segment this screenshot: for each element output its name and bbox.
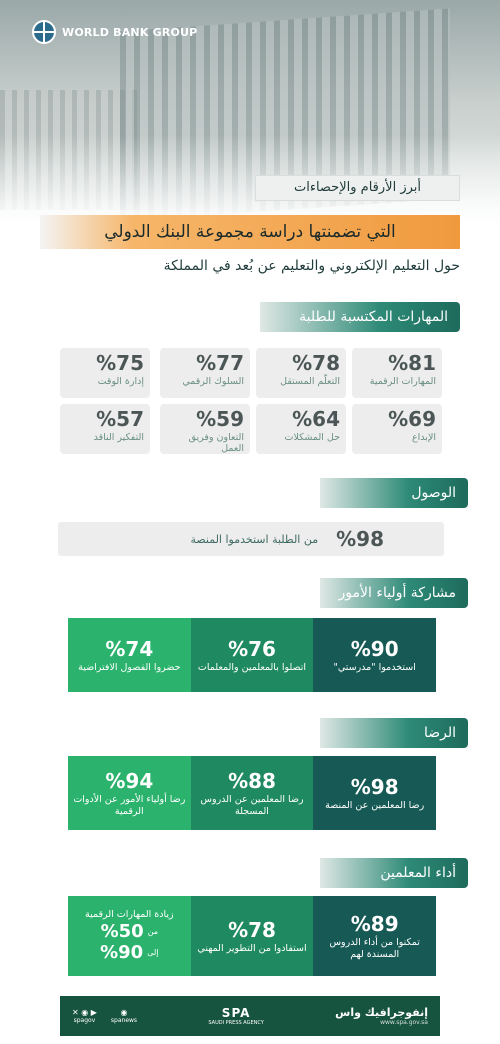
range-to-pct: %90 xyxy=(100,942,144,963)
skill-label: التعاون وفريق العمل xyxy=(188,432,244,454)
footer: ✕ ◉ ▶ spagov ◉ spanews SPA SAUDI PRESS A… xyxy=(60,996,440,1036)
metric-pct: %98 xyxy=(350,775,399,799)
globe-icon xyxy=(32,20,56,44)
metric-label: استخدموا "مدرستي" xyxy=(333,662,416,673)
skill-card: %78 التعلّم المستقل xyxy=(256,348,346,398)
metric-card: %88 رضا المعلمين عن الدروس المسجلة xyxy=(190,756,314,830)
title-main: التي تضمنتها دراسة مجموعة البنك الدولي xyxy=(40,215,460,249)
metric-label: حضروا الفصول الافتراضية xyxy=(78,662,181,673)
skill-pct: %78 xyxy=(292,351,340,375)
reach-row: %98 من الطلبة استخدموا المنصة xyxy=(58,522,444,556)
metric-card: %76 اتصلوا بالمعلمين والمعلمات xyxy=(190,618,314,692)
skill-card: %57 التفكير الناقد xyxy=(60,404,150,454)
reach-heading: الوصول xyxy=(320,478,468,508)
skill-label: المهارات الرقمية xyxy=(369,376,436,387)
range-to-word: إلى xyxy=(147,948,159,957)
skill-pct: %75 xyxy=(96,351,144,375)
skill-pct: %57 xyxy=(96,407,144,431)
skill-card: %59 التعاون وفريق العمل xyxy=(160,404,250,454)
metric-pct: %88 xyxy=(228,769,276,793)
skill-label: الإبداع xyxy=(412,432,436,443)
metric-card: %78 استفادوا من التطوير المهني xyxy=(190,896,314,976)
metric-label: رضا المعلمين عن الدروس المسجلة xyxy=(200,794,304,817)
spa-logo-block: SPA SAUDI PRESS AGENCY xyxy=(208,1006,263,1026)
skill-label: السلوك الرقمي xyxy=(182,376,244,387)
metric-label: اتصلوا بالمعلمين والمعلمات xyxy=(197,662,307,673)
metric-pct: %94 xyxy=(105,769,154,793)
social-handle[interactable]: spagov xyxy=(73,1017,96,1024)
metric-card-range: زيادة المهارات الرقمية من %50 إلى %90 xyxy=(67,896,191,976)
spa-brand-block: إنفوجرافيك واس www.spa.gov.sa xyxy=(335,1006,428,1026)
social-handle[interactable]: spanews xyxy=(110,1017,138,1024)
spa-agency: SAUDI PRESS AGENCY xyxy=(208,1020,264,1026)
reach-pct: %98 xyxy=(336,527,384,551)
skill-pct: %81 xyxy=(388,351,436,375)
social-links: ✕ ◉ ▶ spagov ◉ spanews xyxy=(72,1008,137,1024)
metric-card: %94 رضا أولياء الأمور عن الأدوات الرقمية xyxy=(67,756,191,830)
metric-label: رضا المعلمين عن المنصة xyxy=(325,800,425,811)
skill-card: %69 الإبداع xyxy=(352,404,442,454)
metric-pct: %89 xyxy=(350,912,399,936)
range-label: زيادة المهارات الرقمية xyxy=(85,909,174,920)
skill-label: التفكير الناقد xyxy=(93,432,144,443)
satisfaction-metrics: %98 رضا المعلمين عن المنصة %88 رضا المعل… xyxy=(67,756,436,830)
spa-logo: SPA xyxy=(221,1006,251,1020)
metric-pct: %90 xyxy=(350,637,399,661)
parents-heading: مشاركة أولياء الأمور xyxy=(320,578,468,608)
metric-card: %90 استخدموا "مدرستي" xyxy=(313,618,436,692)
spa-brand: إنفوجرافيك واس xyxy=(335,1006,428,1019)
range-values: من %50 إلى %90 xyxy=(100,921,158,963)
skill-card: %81 المهارات الرقمية xyxy=(352,348,442,398)
satisfaction-heading: الرضا xyxy=(320,718,468,748)
skill-pct: %59 xyxy=(196,407,244,431)
reach-label: من الطلبة استخدموا المنصة xyxy=(190,532,319,546)
world-bank-logo-text: WORLD BANK GROUP xyxy=(62,25,198,39)
metric-label: رضا أولياء الأمور عن الأدوات الرقمية xyxy=(73,794,186,817)
skill-label: حل المشكلات xyxy=(284,432,340,443)
social-icons: ◉ xyxy=(120,1008,128,1017)
skill-pct: %77 xyxy=(196,351,244,375)
skill-label: إدارة الوقت xyxy=(97,376,144,387)
skill-pct: %69 xyxy=(388,407,436,431)
spa-url[interactable]: www.spa.gov.sa xyxy=(380,1019,428,1026)
social-icons: ✕ ◉ ▶ xyxy=(72,1008,97,1017)
metric-label: تمكنوا من أداء الدروس المسندة لهم xyxy=(329,937,420,960)
metric-card: %89 تمكنوا من أداء الدروس المسندة لهم xyxy=(313,896,436,976)
skill-pct: %64 xyxy=(292,407,340,431)
metric-label: استفادوا من التطوير المهني xyxy=(197,943,307,954)
parents-metrics: %90 استخدموا "مدرستي" %76 اتصلوا بالمعلم… xyxy=(67,618,436,692)
skill-card: %64 حل المشكلات xyxy=(256,404,346,454)
skill-card: %77 السلوك الرقمي xyxy=(160,348,250,398)
range-from-word: من xyxy=(147,927,159,936)
metric-pct: %74 xyxy=(105,637,154,661)
skill-label: التعلّم المستقل xyxy=(280,376,340,387)
teachers-heading: أداء المعلمين xyxy=(320,858,468,888)
metric-pct: %78 xyxy=(228,918,276,942)
metric-card: %98 رضا المعلمين عن المنصة xyxy=(313,756,436,830)
subtitle: حول التعليم الإلكتروني والتعليم عن بُعد … xyxy=(163,258,460,274)
skill-card: %75 إدارة الوقت xyxy=(60,348,150,398)
metric-pct: %76 xyxy=(228,637,276,661)
title-small: أبرز الأرقام والإحصاءات xyxy=(255,175,460,201)
skills-heading: المهارات المكتسبة للطلبة xyxy=(260,302,460,332)
world-bank-logo: WORLD BANK GROUP xyxy=(32,20,197,44)
metric-card: %74 حضروا الفصول الافتراضية xyxy=(67,618,191,692)
teachers-metrics: %89 تمكنوا من أداء الدروس المسندة لهم %7… xyxy=(67,896,436,976)
range-from-pct: %50 xyxy=(100,921,144,942)
